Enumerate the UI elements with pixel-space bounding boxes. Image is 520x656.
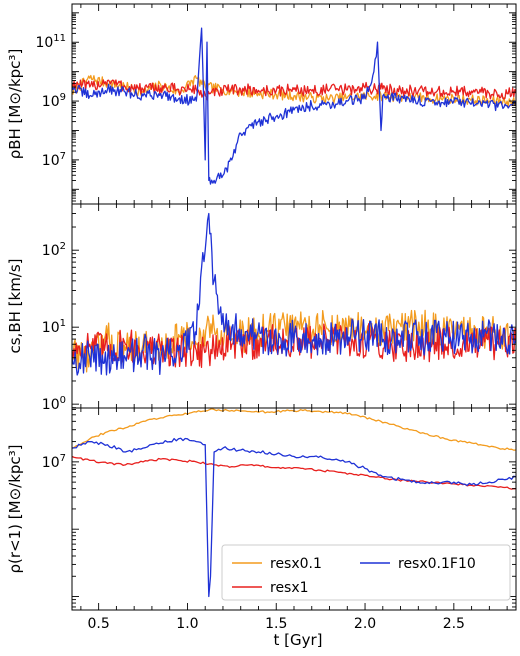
y-tick-label: 1011 (35, 33, 66, 51)
series-line-resx1 (72, 79, 516, 101)
y-axis-label: ρBH [M⊙/kpc³] (6, 49, 24, 160)
x-axis-tick-labels: 0.5 1.0 1.5 2.0 2.5 (88, 616, 465, 632)
y-tick-label: 102 (42, 241, 66, 259)
y-axis-label: ρ(r<1) [M⊙/kpc³] (6, 444, 24, 573)
x-axis-label: t [Gyr] (273, 631, 322, 649)
legend-label-resx0.1: resx0.1 (270, 556, 322, 572)
legend-label-resx0.1F10: resx0.1F10 (398, 556, 476, 572)
series-line-resx0.1F10 (72, 212, 516, 376)
x-tick-label: 0.5 (88, 616, 110, 632)
y-tick-label: 107 (42, 453, 66, 471)
series-line-resx1 (72, 455, 516, 490)
legend: resx0.1 resx1 resx0.1F10 (221, 544, 511, 601)
panel-sound-speed: 100 101 102 cs,BH [km/s] (6, 203, 517, 413)
plot-frame (71, 203, 517, 409)
x-tick-label: 2.5 (443, 616, 465, 632)
series-line-resx0.1 (72, 408, 516, 451)
panel-rho-inner: 107 ρ(r<1) [M⊙/kpc³] (6, 407, 517, 611)
y-tick-label: 109 (42, 92, 66, 110)
legend-label-resx1: resx1 (270, 580, 309, 596)
series-line-resx0.1F10 (72, 437, 516, 598)
legend-box (221, 544, 511, 601)
series-line-resx0.1 (72, 74, 516, 107)
y-axis-label: cs,BH [km/s] (6, 258, 24, 353)
y-tick-label: 100 (42, 395, 66, 413)
x-tick-label: 1.5 (265, 616, 287, 632)
x-tick-label: 2.0 (354, 616, 376, 632)
y-tick-label: 107 (42, 151, 66, 169)
series-line-resx0.1F10 (72, 27, 516, 185)
y-tick-label: 101 (42, 318, 66, 336)
x-tick-label: 1.0 (176, 616, 198, 632)
panel-rho-bh: 107 109 1011 ρBH [M⊙/kpc³] (6, 3, 517, 205)
